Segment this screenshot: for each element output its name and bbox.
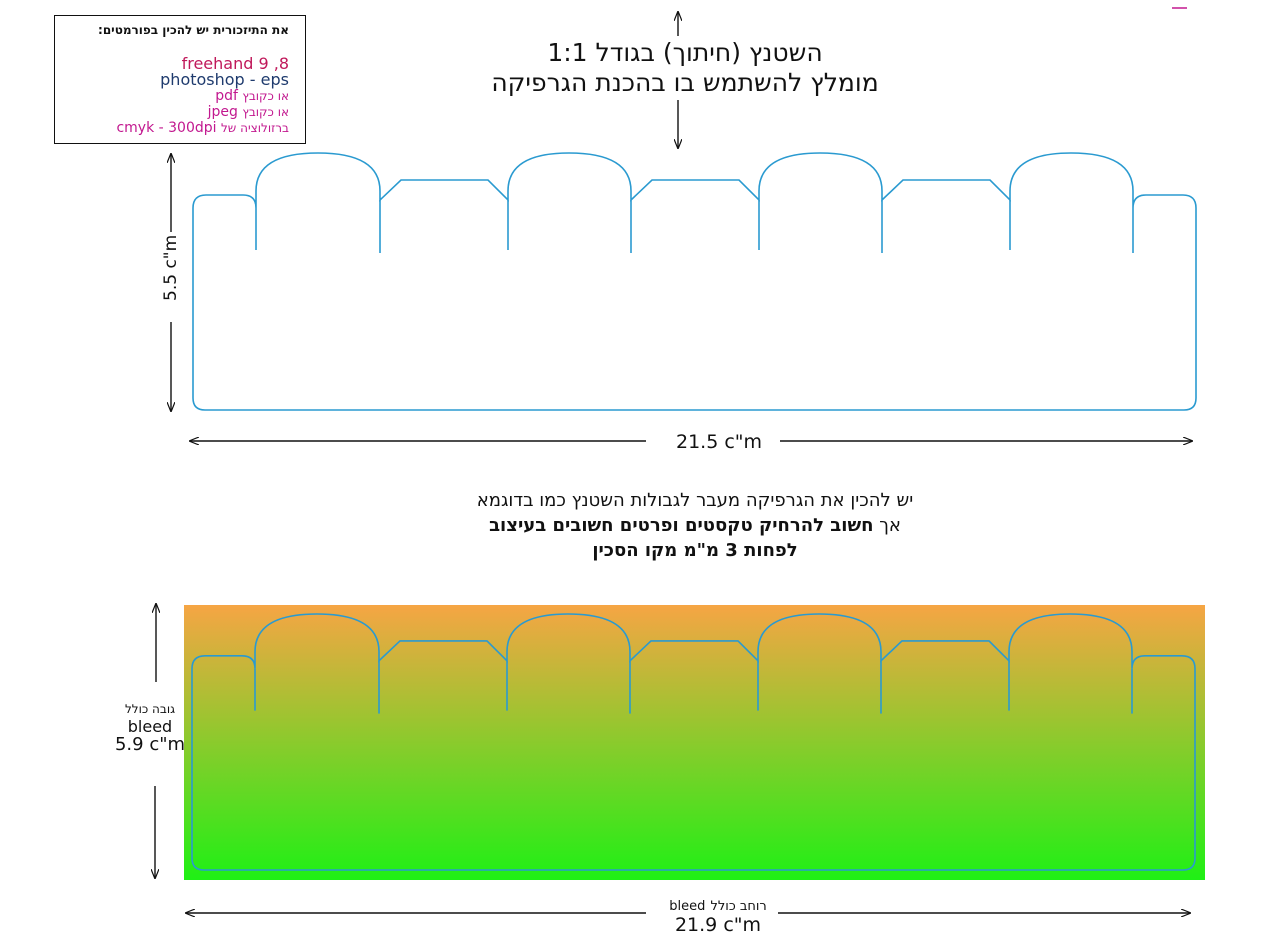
bleed-height-label: גובה כולל bleed 5.9 c"m [108, 700, 192, 754]
bleed-width-caption: רוחב כולל [710, 899, 767, 914]
note-line-2-bold: חשוב להרחיק טקסטים ופרטים חשובים בעיצוב [489, 515, 874, 536]
bleed-width-label: רוחב כולל bleed 21.9 c"m [648, 896, 788, 936]
format-pdf-value: pdf [215, 88, 238, 104]
bleed-width-caption-row: רוחב כולל bleed [648, 896, 788, 916]
title-line-2: מומלץ להשתמש בו בהכנת הגרפיקה [491, 68, 879, 97]
bleed-area [184, 605, 1205, 880]
format-freehand: freehand 9 ,8 [181, 54, 289, 73]
format-resolution-prefix: ברזולוציה של [220, 121, 289, 135]
die-height-label: 5.5 c"m [161, 234, 181, 301]
format-resolution-value: cmyk - 300dpi [116, 120, 217, 136]
bleed-instructions: יש להכין את הגרפיקה מעבר לגבולות השטנץ כ… [390, 488, 1000, 563]
die-outline-top [192, 152, 1197, 411]
formats-title: את התיזכורית יש להכין בפורמטים: [98, 23, 289, 37]
note-line-2: אך חשוב להרחיק טקסטים ופרטים חשובים בעיצ… [390, 513, 1000, 538]
bleed-width-word: bleed [669, 899, 706, 914]
format-resolution: ברזולוציה של cmyk - 300dpi [116, 120, 289, 136]
note-line-1: יש להכין את הגרפיקה מעבר לגבולות השטנץ כ… [476, 490, 914, 511]
bleed-height-value: 5.9 c"m [114, 734, 186, 755]
top-die-outline-path [192, 152, 1197, 411]
page-title: השטנץ (חיתוך) בגודל 1:1 מומלץ להשתמש בו … [440, 38, 930, 98]
bleed-die-outline-path [191, 613, 1196, 871]
note-line-2-normal: אך [879, 515, 901, 536]
note-line-3: לפחות 3 מ"מ מקו הסכין [592, 540, 798, 561]
format-pdf-prefix: או כקובץ [242, 89, 289, 103]
format-photoshop: photoshop - eps [160, 70, 289, 89]
bleed-width-value: 21.9 c"m [674, 914, 762, 936]
format-jpeg-prefix: או כקובץ [242, 105, 289, 119]
die-width-label: 21.5 c"m [676, 431, 763, 453]
title-line-1: השטנץ (חיתוך) בגודל 1:1 [547, 38, 823, 67]
format-pdf: או כקובץ pdf [215, 88, 289, 104]
format-jpeg-value: jpeg [207, 104, 238, 120]
bleed-height-caption: גובה כולל [124, 702, 176, 716]
die-outline-bleed [191, 613, 1196, 871]
format-jpeg: או כקובץ jpeg [208, 104, 289, 120]
bleed-height-word: bleed [127, 717, 173, 736]
formats-box: את התיזכורית יש להכין בפורמטים: freehand… [54, 15, 306, 144]
